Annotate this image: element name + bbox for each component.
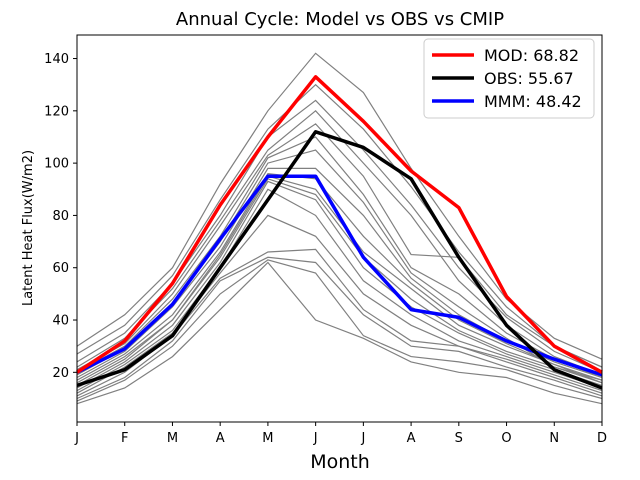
x-tick-label: N — [549, 431, 559, 446]
series-line-obs — [76, 130, 603, 390]
y-tick-label: 100 — [44, 157, 69, 172]
x-tick-label: D — [597, 431, 607, 446]
model-line-18 — [76, 261, 603, 405]
y-axis-label: Latent Heat Flux(W/m2) — [21, 150, 36, 306]
y-tick-label: 140 — [44, 52, 69, 67]
model-line-12 — [76, 180, 603, 389]
model-line-6 — [76, 136, 603, 379]
x-tick-label: O — [501, 431, 511, 446]
x-axis-label: Month — [310, 451, 370, 473]
x-tick-label: S — [455, 431, 463, 446]
y-tick-label: 40 — [52, 314, 69, 329]
model-line-2 — [76, 83, 603, 368]
y-axis: 20 40 60 80 100 120 140 — [44, 52, 77, 381]
x-tick-label: J — [313, 431, 318, 446]
main-series-lines — [76, 75, 603, 390]
model-line-14 — [76, 214, 603, 394]
x-tick-label: J — [360, 431, 365, 446]
x-tick-label: J — [74, 431, 79, 446]
x-tick-label: F — [121, 431, 128, 446]
series-line-mod — [76, 75, 603, 374]
background-model-lines — [76, 52, 603, 405]
y-tick-label: 80 — [52, 209, 69, 224]
model-line-11 — [76, 178, 603, 386]
legend-label-obs: OBS: 55.67 — [484, 69, 574, 88]
y-tick-label: 60 — [52, 261, 69, 276]
x-tick-label: M — [262, 431, 273, 446]
x-tick-label: A — [407, 431, 416, 446]
y-tick-label: 20 — [52, 366, 69, 381]
plot-frame — [76, 34, 603, 423]
model-line-5 — [76, 123, 603, 371]
y-tick-label: 120 — [44, 104, 69, 119]
model-line-17 — [76, 259, 603, 402]
series-line-mmm — [76, 174, 603, 377]
chart-title: Annual Cycle: Model vs OBS vs CMIP — [176, 9, 504, 30]
model-line-9 — [76, 172, 603, 381]
legend-box — [423, 38, 595, 119]
x-tick-label: M — [167, 431, 178, 446]
x-tick-label: A — [216, 431, 225, 446]
model-line-13 — [76, 188, 603, 392]
legend-label-mod: MOD: 68.82 — [484, 46, 579, 65]
legend: MOD: 68.82 OBS: 55.67 MMM: 48.42 — [423, 38, 595, 119]
model-line-16 — [76, 256, 603, 400]
legend-label-mmm: MMM: 48.42 — [484, 92, 582, 111]
